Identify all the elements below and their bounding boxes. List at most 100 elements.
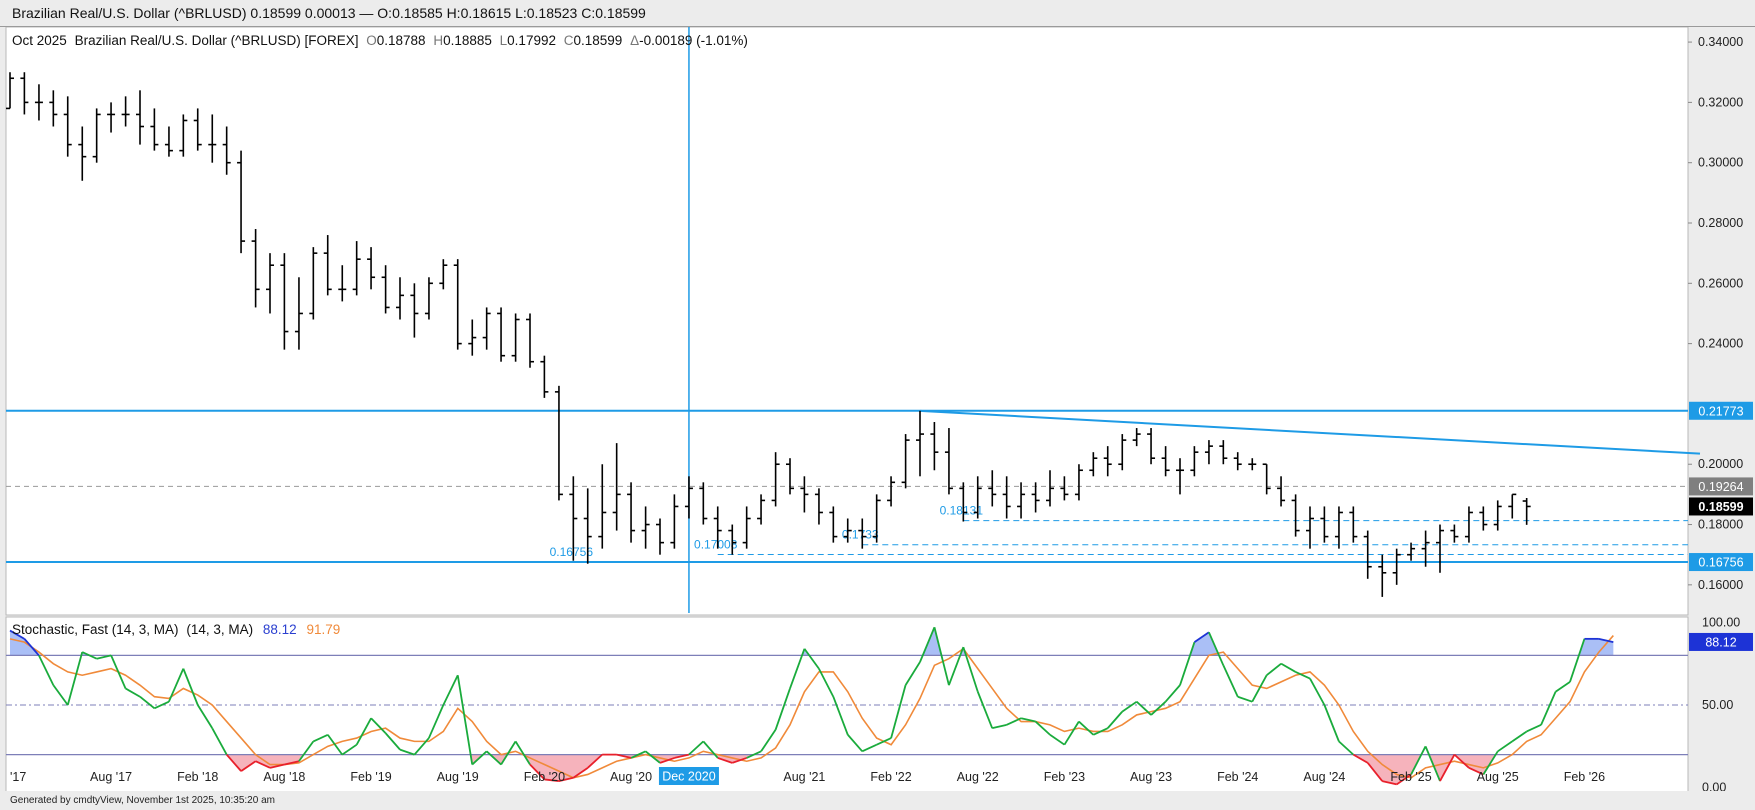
stochastic-k-segment bbox=[529, 763, 546, 781]
stochastic-k-segment bbox=[1107, 711, 1123, 729]
stochastic-k-segment bbox=[1136, 701, 1152, 716]
legend-delta-label: Δ bbox=[630, 33, 639, 48]
crosshair-date-label: Dec 2020 bbox=[662, 770, 716, 784]
price-axis-label: 0.34000 bbox=[1698, 35, 1743, 49]
descending-trend-line bbox=[919, 409, 1701, 455]
stochastic-k-segment bbox=[832, 696, 849, 736]
stochastic-k-segment bbox=[240, 760, 257, 772]
time-axis-label: Feb '25 bbox=[1390, 770, 1431, 784]
stochastic-k-segment bbox=[52, 684, 69, 706]
time-axis-label: Feb '18 bbox=[177, 770, 218, 784]
legend-close-value: 0.18599 bbox=[574, 33, 623, 48]
time-axis-label: Feb '22 bbox=[870, 770, 911, 784]
stochastic-k-segment bbox=[1410, 745, 1427, 775]
chart-canvas[interactable]: 0.217730.167560.192640.167560.170080.173… bbox=[0, 27, 1755, 791]
stochastic-k-segment bbox=[876, 737, 892, 746]
stochastic-plot bbox=[6, 626, 1688, 786]
stochastic-k-segment bbox=[1280, 662, 1297, 673]
time-axis-label: Aug '17 bbox=[90, 770, 132, 784]
time-axis-label: Feb '20 bbox=[524, 770, 565, 784]
stochastic-k-segment bbox=[587, 753, 603, 769]
stochastic-k-segment bbox=[1439, 754, 1456, 782]
stochastic-k-segment bbox=[284, 760, 300, 766]
stochastic-k-segment bbox=[572, 767, 589, 779]
stochastic-k-segment bbox=[500, 740, 517, 766]
stochastic-k-segment bbox=[544, 778, 559, 782]
stochastic-k-segment bbox=[370, 717, 387, 734]
stochastic-k-segment bbox=[760, 729, 777, 752]
stochastic-k-segment bbox=[1150, 701, 1167, 716]
stochastic-axis: 100.00 50.00 0.00 88.12 bbox=[1689, 615, 1753, 791]
stochastic-d-line bbox=[9, 635, 1614, 779]
stochastic-k-segment bbox=[702, 740, 719, 759]
stochastic-k-segment bbox=[456, 675, 474, 765]
stochastic-k-segment bbox=[803, 648, 820, 670]
overbought-fill bbox=[1190, 632, 1219, 656]
overbought-fill bbox=[922, 627, 942, 656]
level-price-badge bbox=[1689, 553, 1753, 572]
oversold-fill bbox=[1428, 754, 1455, 782]
stochastic-name: Stochastic, Fast (14, 3, MA) bbox=[12, 622, 179, 637]
time-axis-label: Aug '24 bbox=[1303, 770, 1345, 784]
time-axis-label: Aug '19 bbox=[437, 770, 479, 784]
stochastic-k-segment bbox=[168, 668, 185, 703]
time-axis-label: '17 bbox=[10, 770, 26, 784]
level-price-badge-label: 0.16756 bbox=[1698, 556, 1743, 570]
stochastic-k-segment bbox=[688, 740, 704, 756]
stochastic-k-segment bbox=[486, 750, 502, 766]
stochastic-k-segment bbox=[1540, 691, 1557, 726]
stochastic-k-segment bbox=[919, 626, 936, 663]
time-axis-label: Aug '20 bbox=[610, 770, 652, 784]
stochastic-k-segment bbox=[976, 691, 994, 729]
price-axis-label: 0.18000 bbox=[1698, 518, 1743, 532]
stochastic-params: (14, 3, MA) bbox=[186, 622, 253, 637]
stochastic-k-segment bbox=[1453, 753, 1470, 769]
stochastic-k-segment bbox=[1164, 684, 1181, 703]
stochastic-k-segment bbox=[255, 760, 271, 769]
stochastic-k-segment bbox=[1511, 730, 1528, 743]
time-axis-label: Aug '18 bbox=[263, 770, 305, 784]
stochastic-k-segment bbox=[948, 646, 965, 686]
stochastic-k-segment bbox=[1049, 734, 1065, 746]
price-bars bbox=[6, 72, 1531, 597]
stochastic-k-badge bbox=[1689, 632, 1753, 651]
stochastic-k-segment bbox=[9, 629, 25, 640]
legend-low-value: 0.17992 bbox=[507, 33, 556, 48]
stochastic-k-segment bbox=[774, 688, 791, 731]
reference-price-badge bbox=[1689, 477, 1753, 496]
symbol-header: Brazilian Real/U.S. Dollar (^BRLUSD) 0.1… bbox=[0, 0, 1755, 27]
stochastic-k-segment bbox=[355, 717, 372, 746]
stochastic-k-segment bbox=[1295, 671, 1311, 680]
stochastic-k-segment bbox=[225, 754, 242, 772]
legend-open-label: O bbox=[366, 33, 377, 48]
reference-price-badge-label: 0.19264 bbox=[1698, 480, 1743, 494]
stochastic-k-segment bbox=[154, 700, 170, 710]
stochastic-k-segment bbox=[659, 757, 675, 764]
stochastic-k-segment bbox=[399, 748, 415, 756]
legend-close-label: C bbox=[564, 33, 574, 48]
price-panel[interactable] bbox=[5, 27, 1689, 616]
stochastic-k-segment bbox=[1555, 681, 1571, 693]
stochastic-k-segment bbox=[1598, 637, 1614, 644]
last-price-badge bbox=[1689, 497, 1753, 516]
stochastic-k-segment bbox=[861, 743, 878, 753]
legend-name: Brazilian Real/U.S. Dollar (^BRLUSD) [FO… bbox=[75, 33, 359, 48]
stochastic-k-segment bbox=[717, 757, 733, 764]
stochastic-k-segment bbox=[428, 704, 445, 739]
stochastic-k-segment bbox=[81, 651, 98, 660]
stochastic-k-segment bbox=[558, 776, 574, 782]
stochastic-k-segment bbox=[125, 687, 141, 698]
stochastic-k-segment bbox=[731, 757, 747, 764]
stochastic-k-segment bbox=[1382, 780, 1397, 786]
stochastic-k-segment bbox=[1237, 695, 1253, 703]
stochastic-k-segment bbox=[1338, 740, 1354, 756]
stochastic-k-segment bbox=[904, 661, 921, 686]
stochastic-k-segment bbox=[616, 753, 632, 759]
stochastic-k-segment bbox=[746, 750, 762, 759]
stochastic-k-segment bbox=[1309, 678, 1326, 706]
stochastic-k-segment bbox=[341, 743, 358, 756]
stochastic-k-segment bbox=[630, 750, 646, 759]
price-axis-label: 0.30000 bbox=[1698, 156, 1743, 170]
stochastic-k-value: 88.12 bbox=[263, 622, 297, 637]
